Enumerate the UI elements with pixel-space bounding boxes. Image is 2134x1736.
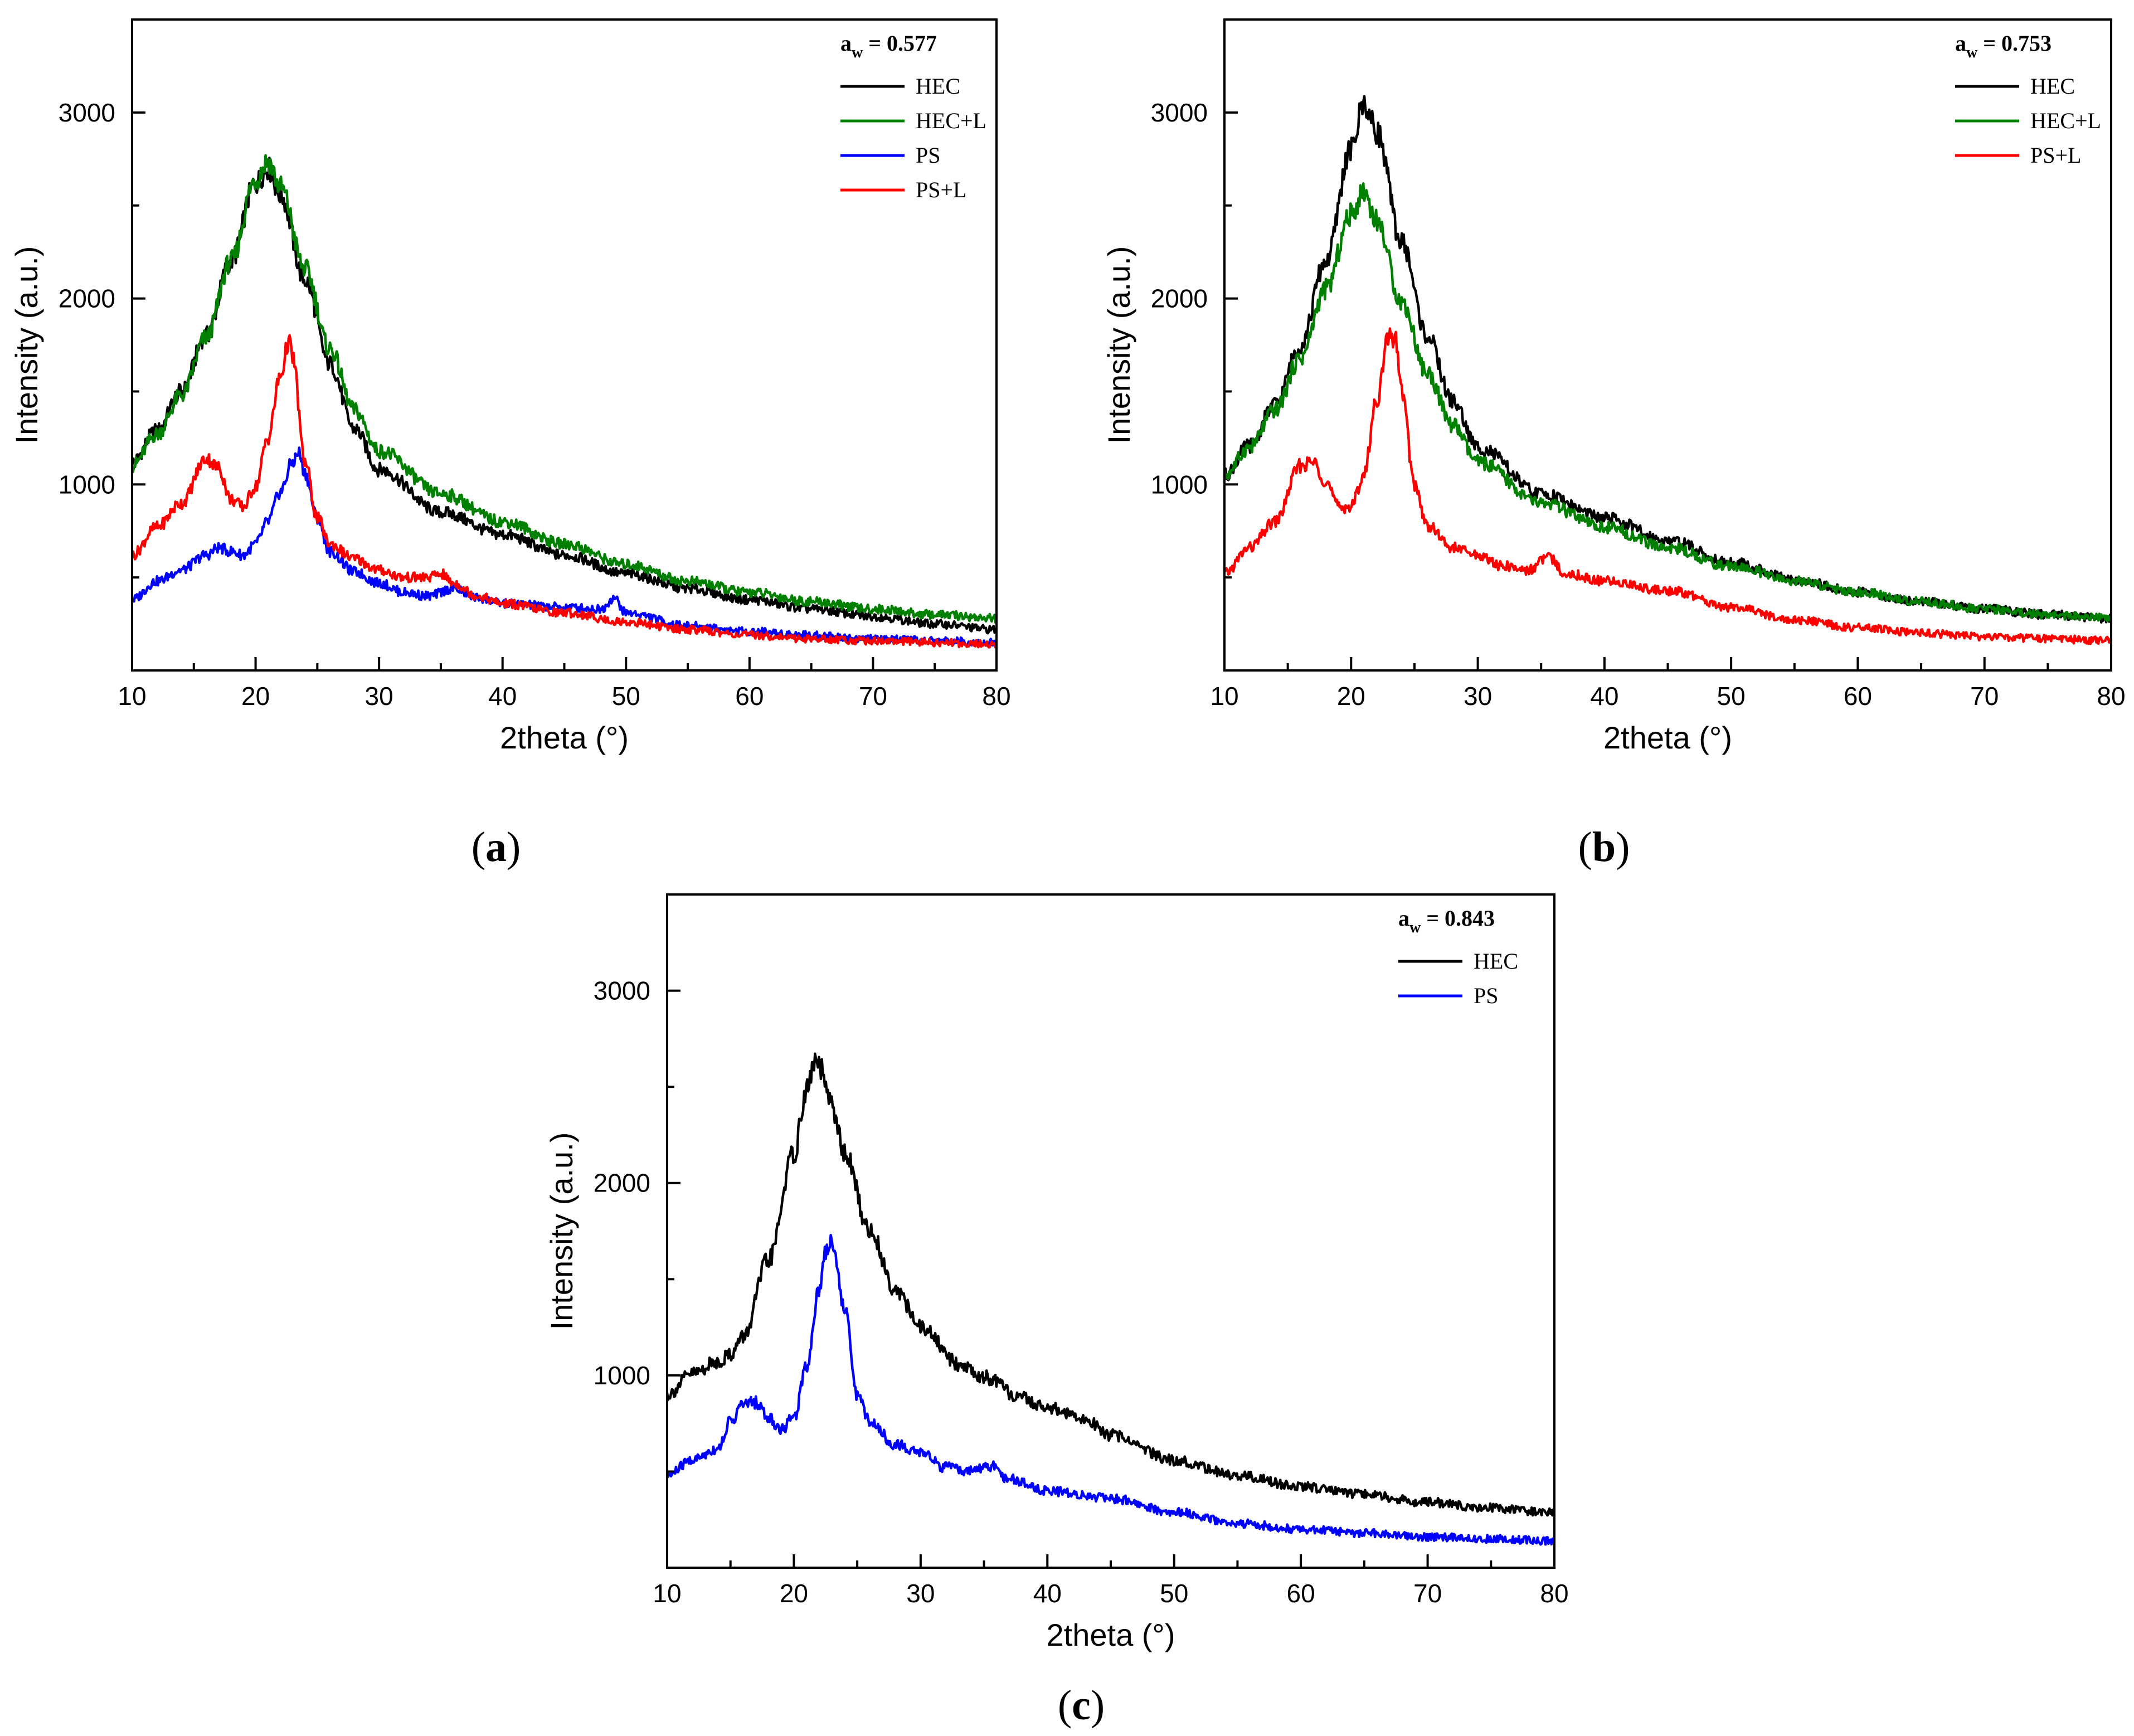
x-axis-label: 2theta (°) [1047, 1617, 1175, 1652]
panel-label: (b) [1578, 824, 1630, 871]
panel-label-close: ) [507, 824, 521, 871]
series-line-ps [665, 1234, 1556, 1546]
legend-title-a: a [1398, 906, 1409, 931]
x-tick-label: 20 [780, 1579, 808, 1608]
y-tick-label: 2000 [1151, 284, 1208, 313]
x-tick-label: 30 [1464, 682, 1492, 711]
x-tick-label: 40 [488, 682, 517, 711]
series-line-ps [131, 446, 998, 647]
panel-label-open: ( [1058, 1682, 1072, 1729]
x-tick-label: 80 [982, 682, 1010, 711]
x-tick-label: 70 [1413, 1579, 1442, 1608]
x-tick-label: 10 [653, 1579, 681, 1608]
y-tick-label: 3000 [1151, 98, 1208, 127]
legend-title-sub: w [1409, 919, 1421, 936]
panel-label-letter: c [1072, 1682, 1091, 1729]
panel-a: 10 20 30 40 50 60 70 80 1000 2000 3000 2theta (°) In… [9, 18, 1011, 871]
legend-title-value: = 0.843 [1426, 906, 1495, 931]
legend-label: HEC [916, 74, 960, 99]
x-axis-label: 2theta (°) [1603, 720, 1732, 755]
x-tick-label: 20 [1337, 682, 1365, 711]
y-tick-label: 3000 [594, 976, 650, 1005]
legend-label: HEC [2030, 74, 2075, 99]
legend-label: PS+L [2030, 143, 2081, 168]
x-tick-label: 60 [1844, 682, 1872, 711]
y-axis-label: Intensity (a.u.) [544, 1132, 579, 1330]
y-axis-label: Intensity (a.u.) [9, 246, 44, 444]
legend-label: PS [916, 143, 941, 168]
panel-label: (c) [1058, 1682, 1105, 1729]
x-tick-label: 30 [906, 1579, 935, 1608]
panel-b: 10 20 30 40 50 60 70 80 1000 2000 3000 2theta (°) In… [1101, 18, 2126, 871]
legend-label: HEC+L [2030, 108, 2101, 133]
legend-title-a: a [840, 31, 852, 56]
legend-title-a: a [1955, 31, 1966, 56]
panel-c: 10 20 30 40 50 60 70 80 1000 2000 3000 2theta (°) In… [544, 893, 1569, 1729]
legend-title: aw = 0.577 [840, 31, 937, 61]
legend-title-sub: w [852, 44, 863, 61]
x-tick-label: 70 [1970, 682, 1999, 711]
legend-label: PS+L [916, 177, 966, 202]
y-tick-label: 1000 [1151, 470, 1208, 499]
x-tick-label: 50 [612, 682, 640, 711]
y-tick-label: 2000 [594, 1169, 650, 1198]
x-tick-label: 40 [1033, 1579, 1062, 1608]
y-tick-label: 1000 [59, 470, 115, 499]
x-tick-label: 50 [1717, 682, 1746, 711]
x-tick-label: 30 [365, 682, 393, 711]
x-tick-label: 50 [1160, 1579, 1188, 1608]
series-line-hec [665, 1052, 1556, 1517]
panel-label-letter: a [485, 824, 507, 871]
x-tick-label: 20 [241, 682, 270, 711]
panel-label-open: ( [1578, 824, 1592, 871]
x-axis-label: 2theta (°) [500, 720, 629, 755]
x-tick-label: 60 [1287, 1579, 1315, 1608]
series-line-ps-plus-l [1223, 327, 2113, 645]
x-tick-label: 80 [1540, 1579, 1568, 1608]
legend-title-value: = 0.753 [1983, 31, 2052, 56]
y-tick-label: 1000 [594, 1361, 650, 1390]
legend-title-value: = 0.577 [868, 31, 937, 56]
series-line-hec-plus-l [131, 154, 998, 624]
legend-label: PS [1474, 983, 1499, 1008]
x-tick-label: 10 [1210, 682, 1238, 711]
legend-title: aw = 0.843 [1398, 906, 1495, 936]
y-tick-label: 2000 [59, 284, 115, 313]
y-tick-label: 3000 [59, 98, 115, 127]
x-tick-label: 10 [118, 682, 146, 711]
x-tick-label: 70 [859, 682, 887, 711]
panel-label-close: ) [1616, 824, 1630, 871]
legend-label: HEC [1474, 949, 1518, 974]
legend-title-sub: w [1966, 44, 1978, 61]
x-tick-label: 60 [735, 682, 764, 711]
series-line-hec-plus-l [1223, 182, 2112, 623]
x-tick-label: 80 [2097, 682, 2125, 711]
x-tick-label: 40 [1590, 682, 1618, 711]
legend-label: HEC+L [916, 108, 986, 133]
panel-label: (a) [471, 824, 521, 871]
series-line-ps-plus-l [130, 334, 998, 649]
legend-title: aw = 0.753 [1955, 31, 2052, 61]
panel-label-letter: b [1592, 824, 1616, 871]
y-axis-label: Intensity (a.u.) [1101, 246, 1136, 444]
panel-label-open: ( [471, 824, 485, 871]
panel-label-close: ) [1091, 1682, 1105, 1729]
